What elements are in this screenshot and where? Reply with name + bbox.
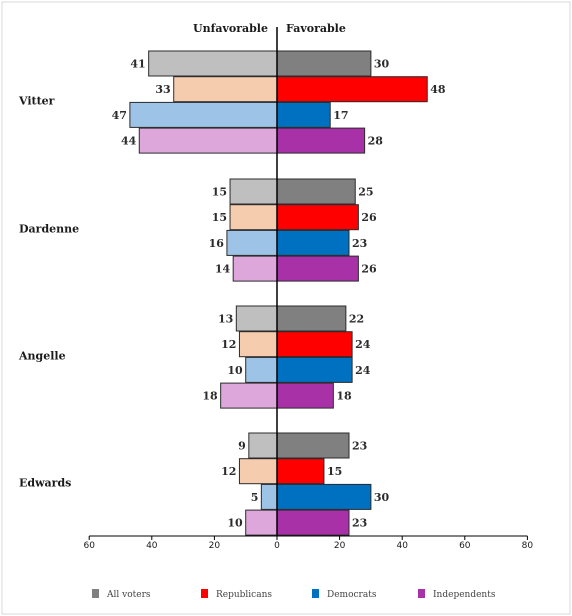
bar-unfavorable-angelle-republicans [238,331,278,358]
bar-favorable-edwards-independents [276,509,350,536]
label-favorable-edwards-independents: 23 [352,517,367,530]
label-favorable-vitter-republicans: 48 [430,83,446,96]
label-unfavorable-edwards-republicans: 12 [221,465,236,478]
bar-favorable-vitter-democrats [276,101,331,128]
label-favorable-vitter-independents: 28 [368,135,384,148]
label-favorable-angelle-independents: 18 [336,390,352,403]
label-favorable-edwards-republicans: 15 [327,465,342,478]
label-favorable-vitter-democrats: 17 [333,109,348,122]
label-unfavorable-vitter-independents: 44 [121,135,137,148]
label-favorable-vitter-all-voters: 30 [374,58,390,71]
label-unfavorable-vitter-democrats: 47 [112,109,127,122]
legend-swatch-republicans [201,589,208,598]
bar-unfavorable-angelle-all-voters [235,305,278,332]
x-tick-label: 40 [146,541,158,551]
bar-unfavorable-dardenne-republicans [229,204,278,231]
bar-unfavorable-vitter-democrats [129,101,278,128]
bar-unfavorable-edwards-all-voters [248,432,278,459]
legend-swatch-democrats [312,589,319,598]
bar-unfavorable-vitter-all-voters [148,50,278,77]
label-favorable-angelle-republicans: 24 [355,338,371,351]
bar-favorable-angelle-independents [276,382,334,409]
bar-unfavorable-edwards-democrats [260,483,278,510]
label-unfavorable-edwards-independents: 10 [227,517,243,530]
category-label-dardenne: Dardenne [19,222,79,235]
legend-label-independents: Independents [433,590,496,600]
bar-unfavorable-angelle-independents [220,382,278,409]
label-favorable-dardenne-all-voters: 25 [358,186,373,199]
header-favorable: Favorable [286,22,346,35]
label-unfavorable-dardenne-all-voters: 15 [212,186,227,199]
label-favorable-edwards-all-voters: 23 [352,440,367,453]
label-favorable-angelle-all-voters: 22 [349,313,364,326]
bar-favorable-dardenne-independents [276,255,359,282]
bar-unfavorable-dardenne-all-voters [229,178,278,205]
category-label-edwards: Edwards [19,476,71,489]
label-unfavorable-angelle-republicans: 12 [221,338,236,351]
label-favorable-dardenne-independents: 26 [361,263,377,276]
bar-favorable-vitter-all-voters [276,50,372,77]
bar-unfavorable-edwards-republicans [238,458,278,485]
bar-favorable-edwards-all-voters [276,432,350,459]
bar-unfavorable-vitter-republicans [173,76,278,103]
label-unfavorable-angelle-all-voters: 13 [218,313,233,326]
bar-favorable-dardenne-all-voters [276,178,356,205]
bar-favorable-angelle-democrats [276,356,353,383]
legend-swatch-all-voters [92,589,99,598]
bar-unfavorable-edwards-independents [245,509,278,536]
bar-unfavorable-dardenne-democrats [226,229,278,256]
label-unfavorable-edwards-all-voters: 9 [238,440,246,453]
bar-favorable-dardenne-republicans [276,204,359,231]
x-tick-label: 0 [274,541,280,551]
bar-unfavorable-angelle-democrats [245,356,278,383]
bar-favorable-edwards-democrats [276,483,372,510]
bar-favorable-edwards-republicans [276,458,325,485]
bar-favorable-vitter-republicans [276,76,428,103]
label-favorable-dardenne-democrats: 23 [352,237,367,250]
label-unfavorable-angelle-independents: 18 [202,390,218,403]
label-favorable-angelle-democrats: 24 [355,364,371,377]
legend-label-democrats: Democrats [327,590,377,600]
bar-favorable-vitter-independents [276,127,366,154]
label-unfavorable-dardenne-republicans: 15 [212,211,227,224]
label-unfavorable-angelle-democrats: 10 [227,364,243,377]
x-tick-label: 80 [522,541,534,551]
category-label-angelle: Angelle [18,349,66,362]
x-axis: 60 40 20 0 20 40 60 80 [83,27,533,551]
x-tick-label: 40 [396,541,408,551]
label-favorable-dardenne-republicans: 26 [361,211,377,224]
candidate-labels: Vitter Dardenne Angelle Edwards [18,94,79,489]
x-tick-label: 60 [459,541,471,551]
x-tick-label: 20 [334,541,346,551]
legend-swatch-independents [418,589,425,598]
bar-unfavorable-vitter-independents [138,127,278,154]
bar-favorable-angelle-all-voters [276,305,347,332]
bars-group: 41 30 33 48 47 17 44 28 15 25 15 26 16 23 14 26 13 22 12 24… [112,50,446,536]
x-tick-label: 60 [83,541,95,551]
bar-favorable-dardenne-democrats [276,229,350,256]
legend-label-all-voters: All voters [106,590,151,600]
label-unfavorable-vitter-all-voters: 41 [130,58,145,71]
label-unfavorable-vitter-republicans: 33 [155,83,170,96]
x-tick-label: 20 [209,541,221,551]
label-unfavorable-edwards-democrats: 5 [251,491,259,504]
bar-favorable-angelle-republicans [276,331,353,358]
header-unfavorable: Unfavorable [193,22,268,35]
legend-label-republicans: Republicans [216,590,272,600]
label-unfavorable-dardenne-democrats: 16 [209,237,225,250]
category-label-vitter: Vitter [18,94,55,107]
label-favorable-edwards-democrats: 30 [374,491,390,504]
bar-unfavorable-dardenne-independents [232,255,278,282]
label-unfavorable-dardenne-independents: 14 [215,263,231,276]
legend: All voters Republicans Democrats Independen… [92,589,496,600]
